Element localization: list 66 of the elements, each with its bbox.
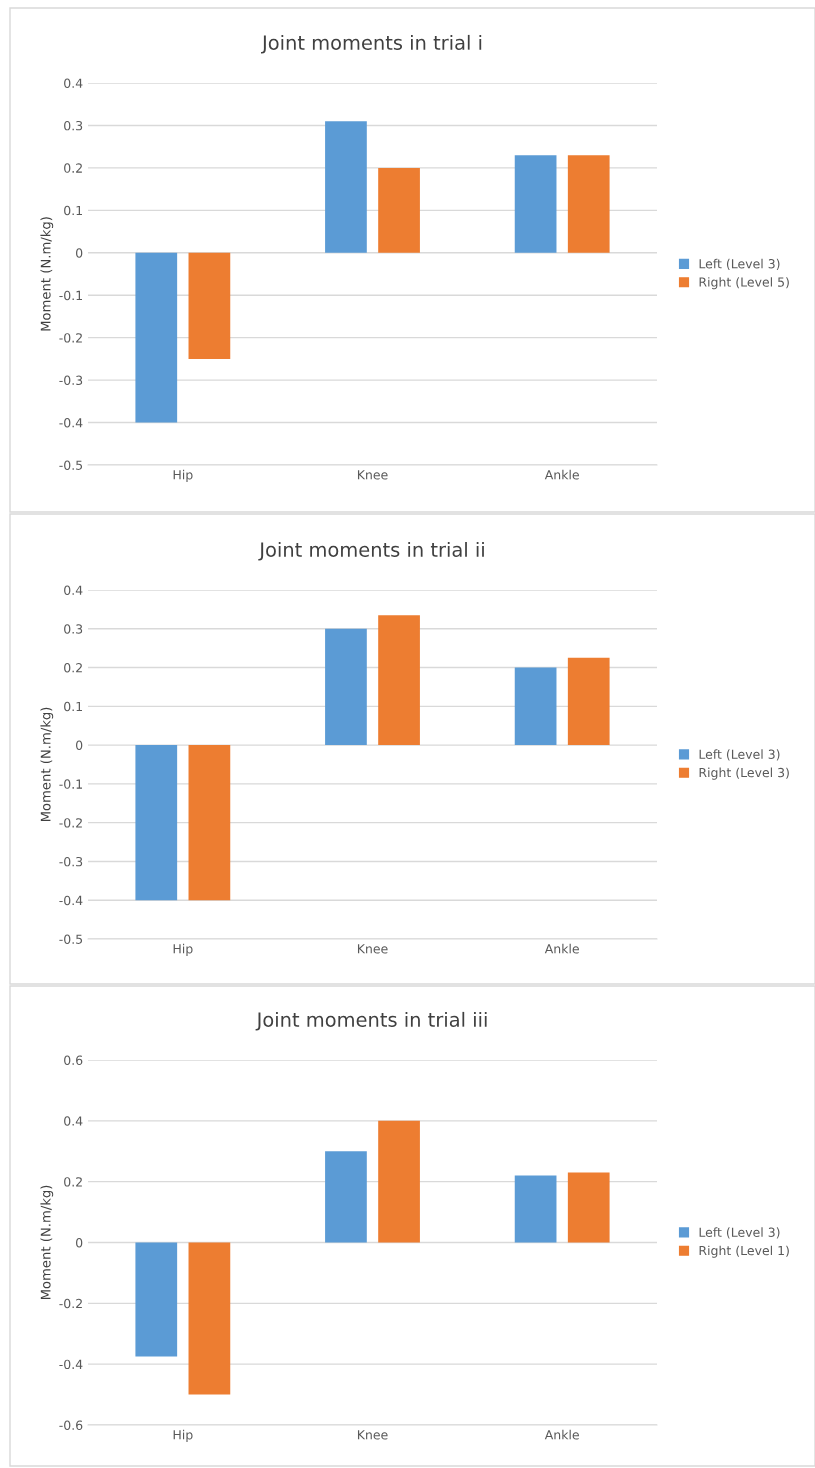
x-tick-label: Hip xyxy=(173,943,193,956)
y-tick-label: -0.2 xyxy=(59,818,82,828)
y-tick-label: -0.4 xyxy=(59,418,83,428)
bar xyxy=(378,167,420,253)
y-tick-label: 0.6 xyxy=(64,1055,83,1065)
x-tick-label: Ankle xyxy=(544,943,579,954)
y-tick-label: 0.3 xyxy=(64,624,83,634)
x-tick-label: Ankle xyxy=(544,469,579,480)
y-tick-label: -0.3 xyxy=(59,856,83,867)
y-tick-label: -0.5 xyxy=(59,934,83,944)
bar xyxy=(378,615,420,746)
y-tick-label: 0.3 xyxy=(64,120,83,131)
bar xyxy=(188,1242,231,1395)
y-tick-label: -0.1 xyxy=(59,290,82,301)
bar xyxy=(325,1151,367,1243)
chart-title: Joint moments in trial i xyxy=(261,34,482,54)
bar xyxy=(514,155,557,253)
bar xyxy=(567,657,610,746)
bar xyxy=(325,121,367,253)
bar xyxy=(325,628,367,746)
y-tick-label: 0.4 xyxy=(64,1116,83,1126)
y-axis-title: Moment (N.m/kg) xyxy=(40,1185,54,1300)
y-tick-label: 0.1 xyxy=(64,701,82,712)
legend-label: Left (Level 3) xyxy=(699,1227,780,1239)
y-tick-label: 0.1 xyxy=(64,205,82,216)
y-tick-label: -0.5 xyxy=(59,460,83,470)
y-tick-label: 0 xyxy=(76,1237,83,1248)
bar xyxy=(188,252,231,359)
bar xyxy=(135,745,178,901)
bar xyxy=(378,1120,420,1243)
y-tick-label: -0.2 xyxy=(59,333,82,343)
y-tick-label: -0.2 xyxy=(59,1298,82,1309)
bar xyxy=(188,745,231,901)
x-tick-label: Knee xyxy=(357,470,388,480)
legend-label: Right (Level 1) xyxy=(699,1245,789,1258)
bar xyxy=(135,252,178,423)
y-tick-label: 0.2 xyxy=(64,663,82,673)
bar xyxy=(567,155,610,253)
chart-title: Joint moments in trial iii xyxy=(255,1011,487,1031)
y-tick-label: 0.2 xyxy=(64,163,82,173)
chart-title: Joint moments in trial ii xyxy=(258,541,484,561)
y-tick-label: -0.6 xyxy=(59,1420,83,1430)
bar xyxy=(567,1172,610,1243)
bar xyxy=(135,1242,178,1357)
x-tick-label: Hip xyxy=(173,469,193,482)
y-tick-label: -0.4 xyxy=(59,1359,83,1370)
y-tick-label: 0 xyxy=(76,248,83,258)
y-tick-label: 0.4 xyxy=(64,78,83,88)
legend-label: Left (Level 3) xyxy=(699,749,780,761)
y-axis-title: Moment (N.m/kg) xyxy=(40,217,54,331)
legend-label: Right (Level 3) xyxy=(699,767,789,780)
y-tick-label: -0.1 xyxy=(59,779,82,789)
legend-label: Right (Level 5) xyxy=(699,277,789,290)
bar xyxy=(514,667,557,746)
bar xyxy=(514,1175,557,1243)
x-tick-label: Hip xyxy=(173,1429,193,1442)
x-tick-label: Knee xyxy=(357,1430,388,1440)
x-tick-label: Knee xyxy=(357,944,388,954)
legend-label: Left (Level 3) xyxy=(699,258,780,270)
x-tick-label: Ankle xyxy=(544,1429,579,1440)
y-tick-label: -0.4 xyxy=(59,895,83,906)
y-tick-label: 0.4 xyxy=(64,585,83,595)
y-tick-label: -0.3 xyxy=(59,375,83,386)
y-tick-label: 0 xyxy=(76,740,83,751)
y-tick-label: 0.2 xyxy=(64,1177,82,1187)
y-axis-title: Moment (N.m/kg) xyxy=(40,707,54,822)
